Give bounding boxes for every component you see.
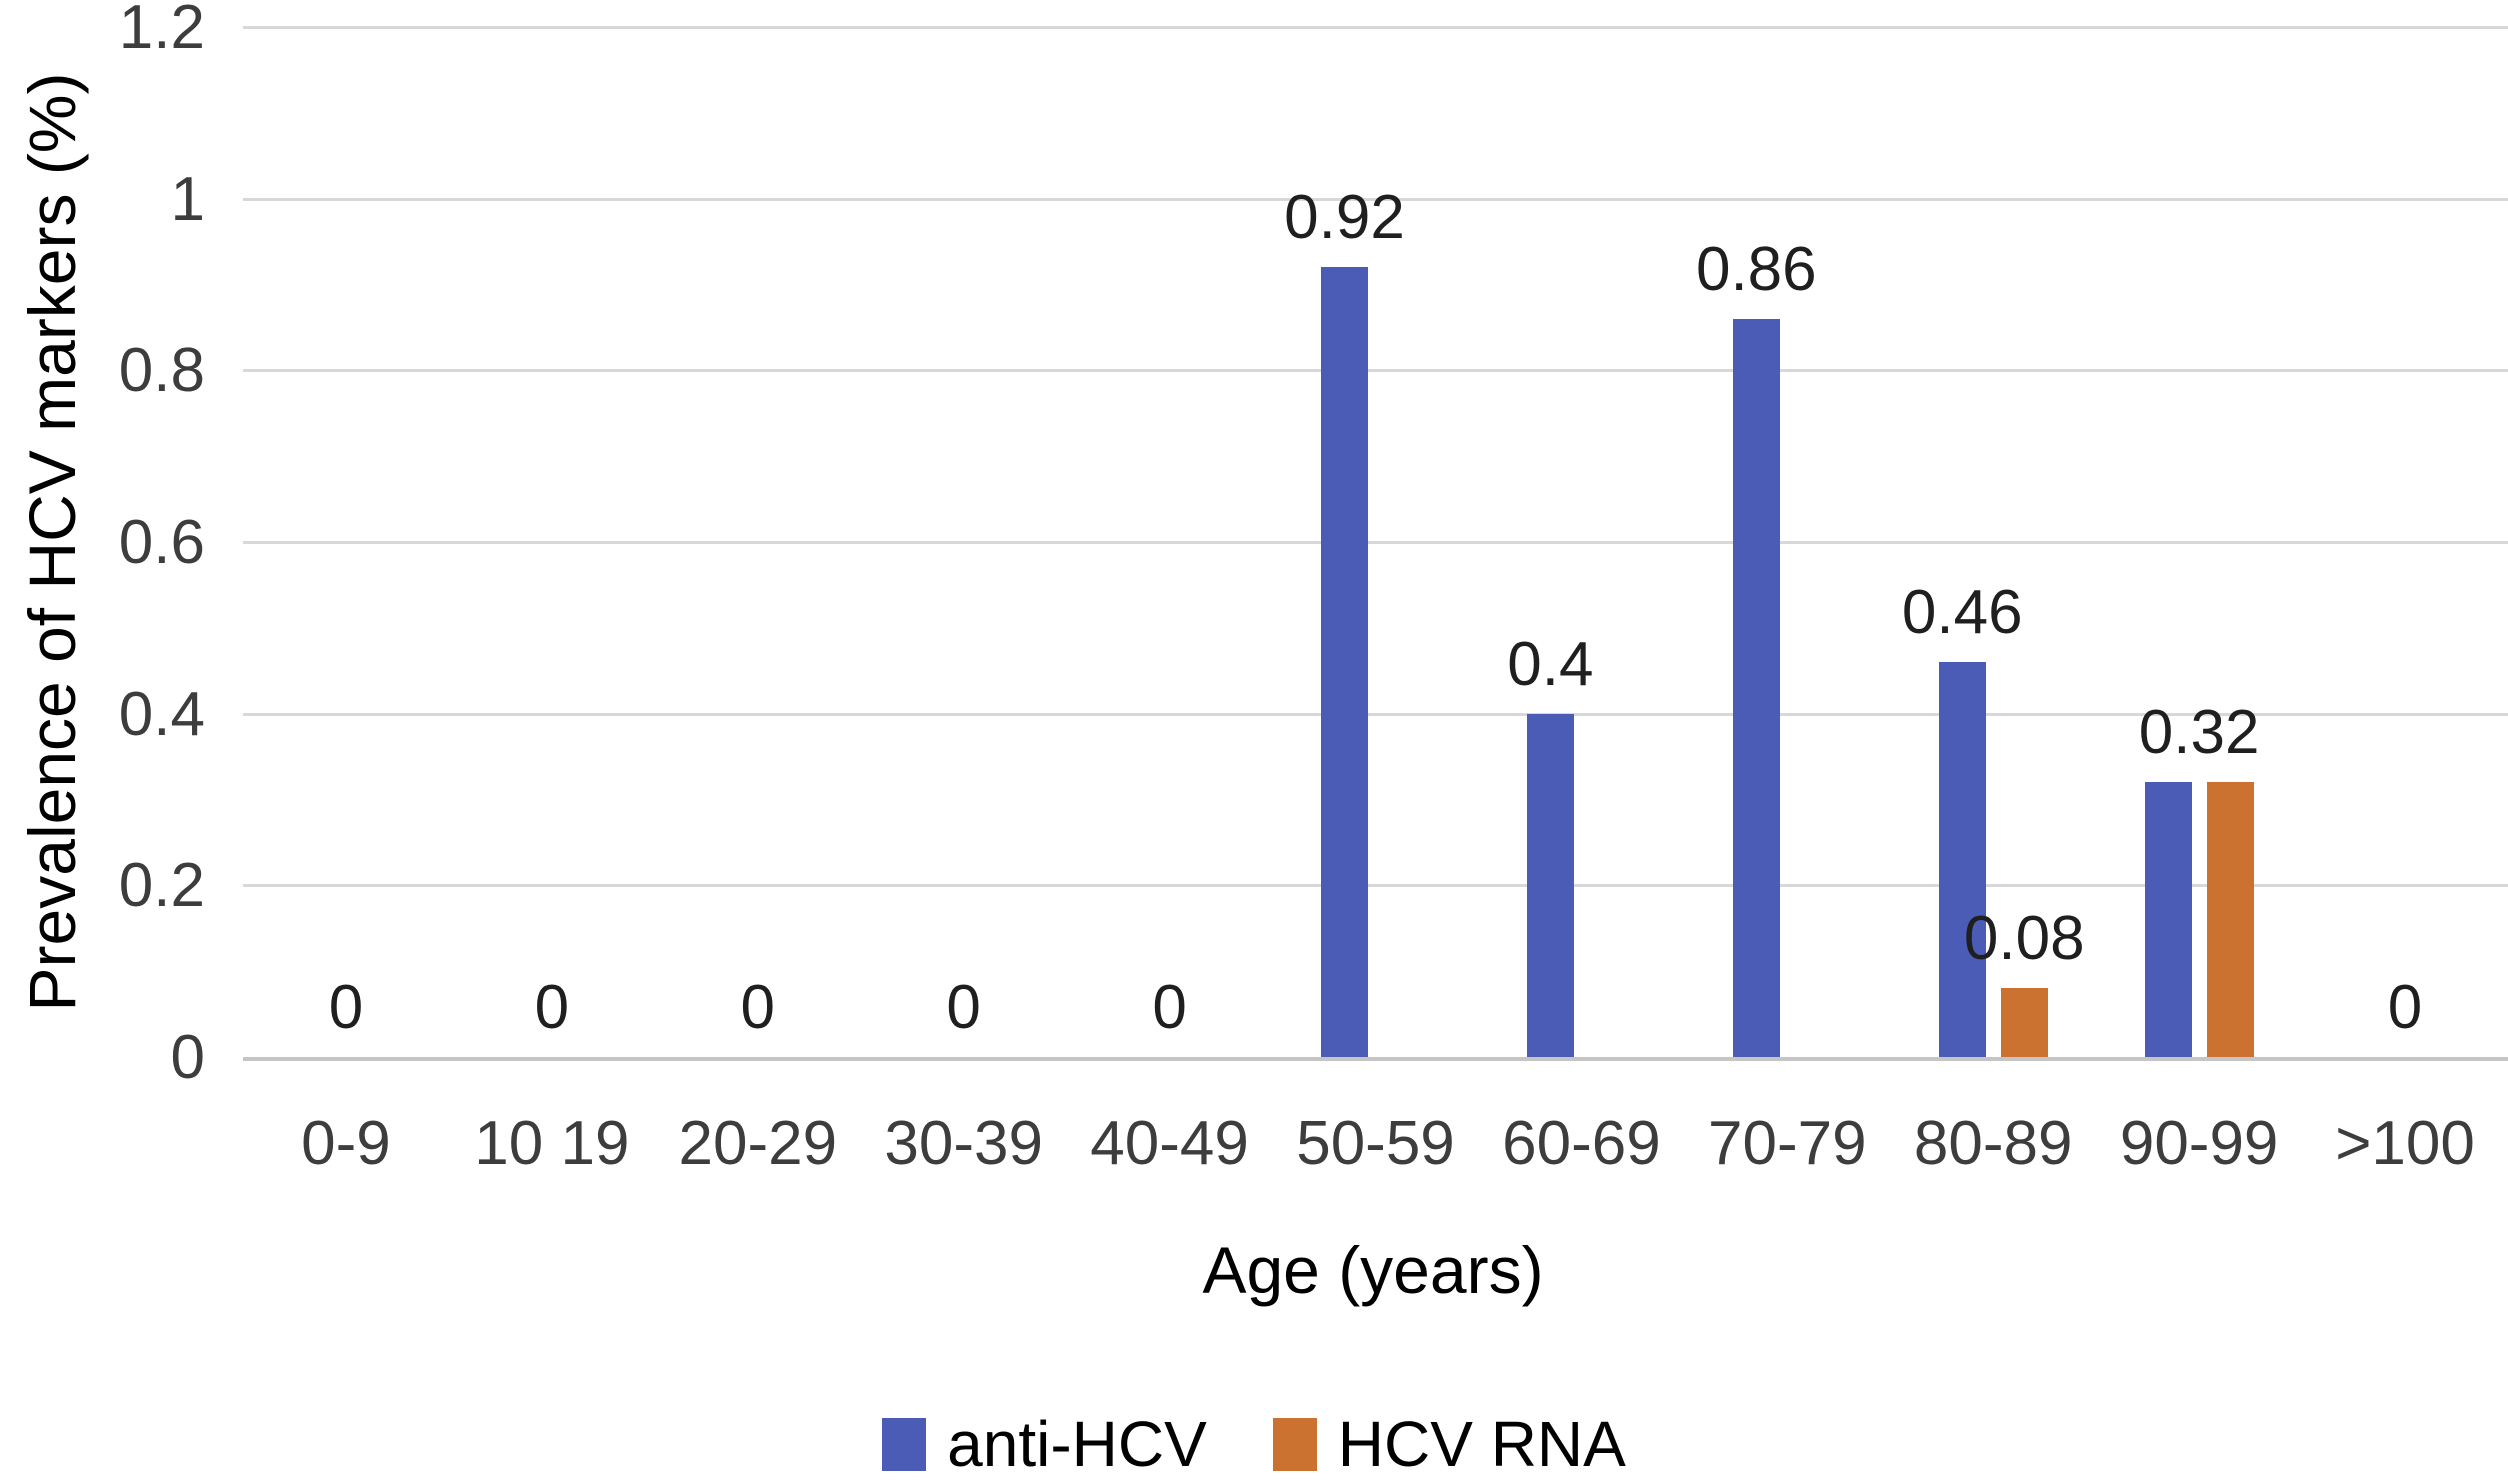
bar-anti-hcv-60-69 <box>1526 713 1574 1057</box>
gridline <box>243 541 2508 544</box>
plot-area: 0 0 0 0 0 0.92 0.4 0.86 0.46 0.08 0.32 0 <box>243 26 2508 1061</box>
data-label: 0 <box>946 973 981 1042</box>
x-tick-label-10-19: 10 19 <box>474 1109 630 1178</box>
gridline <box>243 197 2508 201</box>
y-tick-label: 0.4 <box>118 679 205 749</box>
legend-label: anti-HCV <box>947 1408 1207 1480</box>
data-label: 0.46 <box>1901 578 2023 648</box>
data-label: 0 <box>534 973 570 1042</box>
data-label: 0.08 <box>1963 904 2085 974</box>
x-tick-label-80-89: 80-89 <box>1913 1109 2073 1178</box>
data-label: 0 <box>2387 973 2423 1042</box>
legend-label: HCV RNA <box>1337 1408 1626 1480</box>
x-tick-label->100: >100 <box>2335 1109 2475 1178</box>
bar-anti-hcv-70-79 <box>1732 318 1780 1057</box>
x-tick-label-90-99: 90-99 <box>2119 1109 2279 1178</box>
x-tick-label-60-69: 60-69 <box>1502 1109 1661 1178</box>
legend: anti-HCV HCV RNA <box>0 1412 2508 1476</box>
y-tick-label: 0.2 <box>118 851 205 921</box>
y-tick-label: 0.8 <box>118 336 205 406</box>
data-label: 0 <box>740 973 776 1042</box>
x-axis-title: Age (years) <box>1202 1233 1544 1307</box>
x-tick-label-40-49: 40-49 <box>1090 1109 1249 1178</box>
gridline <box>243 26 2508 29</box>
bar-anti-hcv-80-89 <box>1938 662 1986 1057</box>
data-label: 0 <box>328 973 364 1042</box>
legend-item-anti-hcv: anti-HCV <box>882 1412 1207 1476</box>
y-tick-label: 0 <box>170 1023 205 1092</box>
y-tick-label: 1 <box>170 164 205 234</box>
gridline <box>243 712 2508 716</box>
gridline <box>243 884 2508 888</box>
x-tick-label-20-29: 20-29 <box>678 1109 838 1178</box>
y-tick-label: 1.2 <box>118 0 205 62</box>
x-tick-label-70-79: 70-79 <box>1708 1109 1867 1178</box>
data-label: 0.32 <box>2138 698 2260 768</box>
bar-anti-hcv-90-99 <box>2144 782 2192 1057</box>
legend-swatch-icon <box>882 1417 927 1471</box>
legend-item-hcv-rna: HCV RNA <box>1272 1408 1626 1480</box>
bar-hcv-rna-80-89 <box>2000 988 2048 1057</box>
y-tick-label: 0.6 <box>118 508 205 577</box>
x-axis-line <box>243 1057 2508 1061</box>
legend-swatch-icon <box>1272 1417 1317 1471</box>
data-label: 0.4 <box>1507 629 1594 699</box>
gridline <box>243 369 2508 373</box>
x-tick-label-50-59: 50-59 <box>1296 1109 1455 1178</box>
data-label: 0 <box>1152 973 1187 1042</box>
data-label: 0.92 <box>1284 183 1405 253</box>
data-label: 0.86 <box>1695 234 1817 304</box>
bar-hcv-rna-90-99 <box>2206 782 2254 1057</box>
x-tick-label-30-39: 30-39 <box>884 1109 1043 1178</box>
bar-anti-hcv-50-59 <box>1321 267 1368 1057</box>
x-tick-label-0-9: 0-9 <box>301 1109 391 1178</box>
